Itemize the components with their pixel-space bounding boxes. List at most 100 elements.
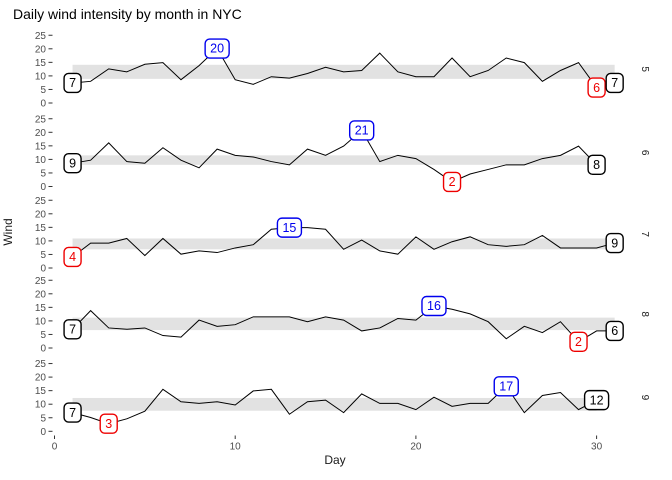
facet-strip-label: 5 [639,66,650,72]
facet-strip-label: 7 [639,231,650,237]
facet-panel-month-7: 0 5 10 15 20 25 4 15 9 7 [35,196,650,275]
facet-panel-month-9: 0 5 10 15 20 25 7 3 17 12 9 [35,359,650,438]
chart-title: Daily wind intensity by month in NYC [13,6,242,22]
facet-strip-label: 9 [639,395,650,401]
first-label-box [63,72,82,94]
iqr-band [72,155,597,165]
y-tick-label: 10 [35,316,47,327]
max-label-box [204,38,230,59]
y-tick-label: 25 [35,196,47,207]
y-tick-label: 5 [40,250,46,261]
last-label-text: 9 [611,236,618,250]
y-tick-label: 25 [35,276,47,287]
last-label-box [605,320,624,342]
first-value-label: 7 [63,319,82,340]
max-label-text: 16 [427,299,441,313]
min-value-label: 2 [569,331,588,352]
min-value-label: 3 [99,413,118,434]
min-label-text: 4 [69,250,76,264]
y-tick-label: 15 [35,223,47,234]
max-value-label: 21 [348,120,375,141]
first-label-text: 7 [69,323,76,337]
last-value-label: 9 [605,232,624,254]
min-label-box [99,413,118,434]
y-tick-label: 0 [40,344,46,355]
y-tick-label: 10 [35,400,47,411]
last-label-text: 8 [593,158,600,172]
y-tick-label: 15 [35,386,47,397]
x-axis-title: Day [324,453,346,467]
y-tick-label: 5 [40,168,46,179]
y-tick-label: 0 [40,264,46,275]
y-tick-label: 5 [40,85,46,96]
last-value-label: 7 [605,72,624,94]
last-label-box [583,389,610,411]
iqr-band [72,397,597,411]
min-label-text: 6 [593,81,600,95]
max-label-text: 20 [210,42,224,56]
max-label-box [276,217,303,238]
min-value-label: 4 [63,246,82,268]
min-value-label: 6 [587,77,606,98]
max-value-label: 15 [276,217,303,238]
y-tick-label: 25 [35,359,47,370]
max-value-label: 16 [421,295,447,317]
facet-panel-month-6: 0 5 10 15 20 25 9 21 2 8 6 [35,114,650,193]
last-label-text: 12 [590,393,604,407]
wind-line [72,227,615,258]
last-label-text: 7 [611,76,618,90]
y-tick-label: 10 [35,71,47,82]
iqr-band [72,238,615,250]
y-tick-label: 0 [40,427,46,438]
y-tick-label: 25 [35,114,47,125]
y-tick-label: 5 [40,413,46,424]
max-label-text: 17 [499,380,513,394]
max-label-text: 15 [282,221,296,235]
x-tick-label: 0 [52,442,58,453]
y-tick-label: 10 [35,155,47,166]
last-value-label: 12 [583,389,610,411]
min-value-label: 2 [442,171,462,193]
first-value-label: 7 [63,72,82,94]
facet-strip-label: 6 [639,150,650,156]
max-value-label: 17 [493,376,519,397]
first-label-box [63,319,82,340]
wind-line [72,129,597,183]
min-label-box [63,246,82,268]
facet-strip-label: 8 [639,311,650,317]
last-label-box [587,154,606,176]
last-label-box [605,232,624,254]
max-value-label: 20 [204,38,230,59]
y-tick-label: 5 [40,330,46,341]
y-tick-label: 15 [35,58,47,69]
min-label-text: 2 [449,175,456,189]
y-tick-label: 10 [35,236,47,247]
first-label-text: 7 [69,406,76,420]
last-value-label: 6 [605,320,624,342]
y-tick-label: 0 [40,182,46,193]
max-label-box [421,295,447,317]
iqr-band [72,317,615,331]
y-tick-label: 20 [35,128,47,139]
y-tick-label: 15 [35,141,47,152]
first-label-text: 7 [69,76,76,90]
max-label-text: 21 [355,124,369,138]
min-label-text: 3 [105,417,112,431]
wind-line [72,305,615,343]
y-tick-label: 0 [40,99,46,110]
first-value-label: 7 [63,402,82,423]
y-tick-label: 20 [35,44,47,55]
first-value-label: 9 [63,152,82,174]
x-tick-label: 30 [591,442,603,453]
first-label-text: 9 [69,156,76,170]
last-value-label: 8 [587,154,606,176]
min-label-box [569,331,588,352]
last-label-text: 6 [611,324,618,338]
first-label-box [63,152,82,174]
x-tick-label: 10 [230,442,242,453]
last-label-box [605,72,624,94]
min-label-text: 2 [575,335,582,349]
